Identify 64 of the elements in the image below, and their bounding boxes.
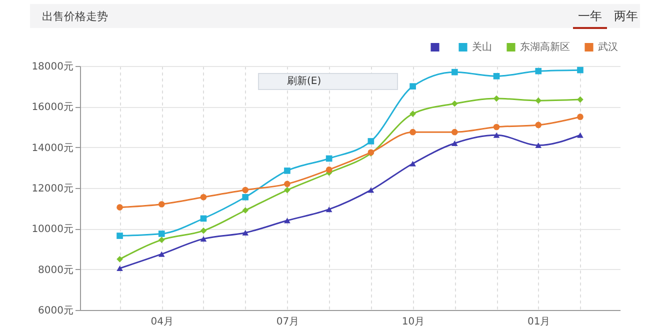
- point: [116, 256, 123, 262]
- point: [200, 215, 207, 222]
- text: 一年: [578, 8, 602, 25]
- x-tick-label: 04月: [150, 316, 174, 328]
- point: [535, 97, 542, 104]
- point: [410, 110, 416, 117]
- point: [577, 132, 584, 138]
- point: [451, 128, 458, 136]
- point: [535, 142, 542, 148]
- point: [200, 194, 207, 200]
- point: [284, 218, 290, 224]
- point: [116, 266, 123, 272]
- point: [326, 166, 332, 173]
- point: [242, 230, 249, 236]
- y-tick-label: 16000元: [32, 102, 74, 114]
- point: [368, 138, 374, 144]
- point: [158, 230, 165, 237]
- point: [410, 128, 416, 136]
- point: [493, 95, 500, 102]
- point: [451, 68, 458, 76]
- y-tick-label: 18000元: [32, 62, 74, 72]
- point: [158, 251, 165, 257]
- text: 两年: [614, 8, 638, 25]
- point: [577, 96, 584, 103]
- point: [116, 204, 123, 210]
- point: [577, 66, 584, 74]
- x-tick-label: 07月: [276, 316, 300, 328]
- point: [158, 236, 165, 244]
- point: [242, 207, 249, 214]
- point: [451, 100, 458, 107]
- chart-title: 出售价格走势: [42, 9, 108, 24]
- point: [410, 83, 416, 90]
- legend-label: 武汉: [598, 41, 618, 54]
- annotation: 刷新(E): [287, 76, 322, 87]
- legend-label: 东湖高新区: [520, 41, 570, 54]
- point: [200, 236, 207, 242]
- point: [493, 132, 500, 138]
- y-tick-label: 6000元: [38, 306, 74, 316]
- point: [451, 140, 458, 146]
- point: [242, 186, 249, 194]
- point: [326, 206, 332, 212]
- point: [116, 232, 123, 239]
- point: [535, 68, 542, 74]
- point: [493, 73, 500, 80]
- point: [410, 160, 416, 166]
- point: [200, 228, 207, 234]
- x-tick-label: 10月: [402, 316, 425, 328]
- y-tick-label: 12000元: [32, 184, 74, 194]
- y-tick-label: 10000元: [32, 224, 74, 236]
- point: [577, 114, 584, 120]
- x-tick-label: 01月: [528, 316, 550, 328]
- point: [535, 122, 542, 128]
- context-menu: 刷新(E): [258, 73, 398, 90]
- point: [326, 155, 332, 162]
- point: [242, 194, 249, 200]
- point: [158, 201, 165, 208]
- point: [284, 168, 290, 174]
- point: [368, 187, 374, 193]
- y-tick-label: 14000元: [32, 142, 74, 154]
- point: [493, 124, 500, 130]
- point: [284, 186, 290, 194]
- point: [284, 180, 290, 188]
- y-tick-label: 8000元: [38, 264, 74, 276]
- legend-label: 关山: [472, 41, 492, 54]
